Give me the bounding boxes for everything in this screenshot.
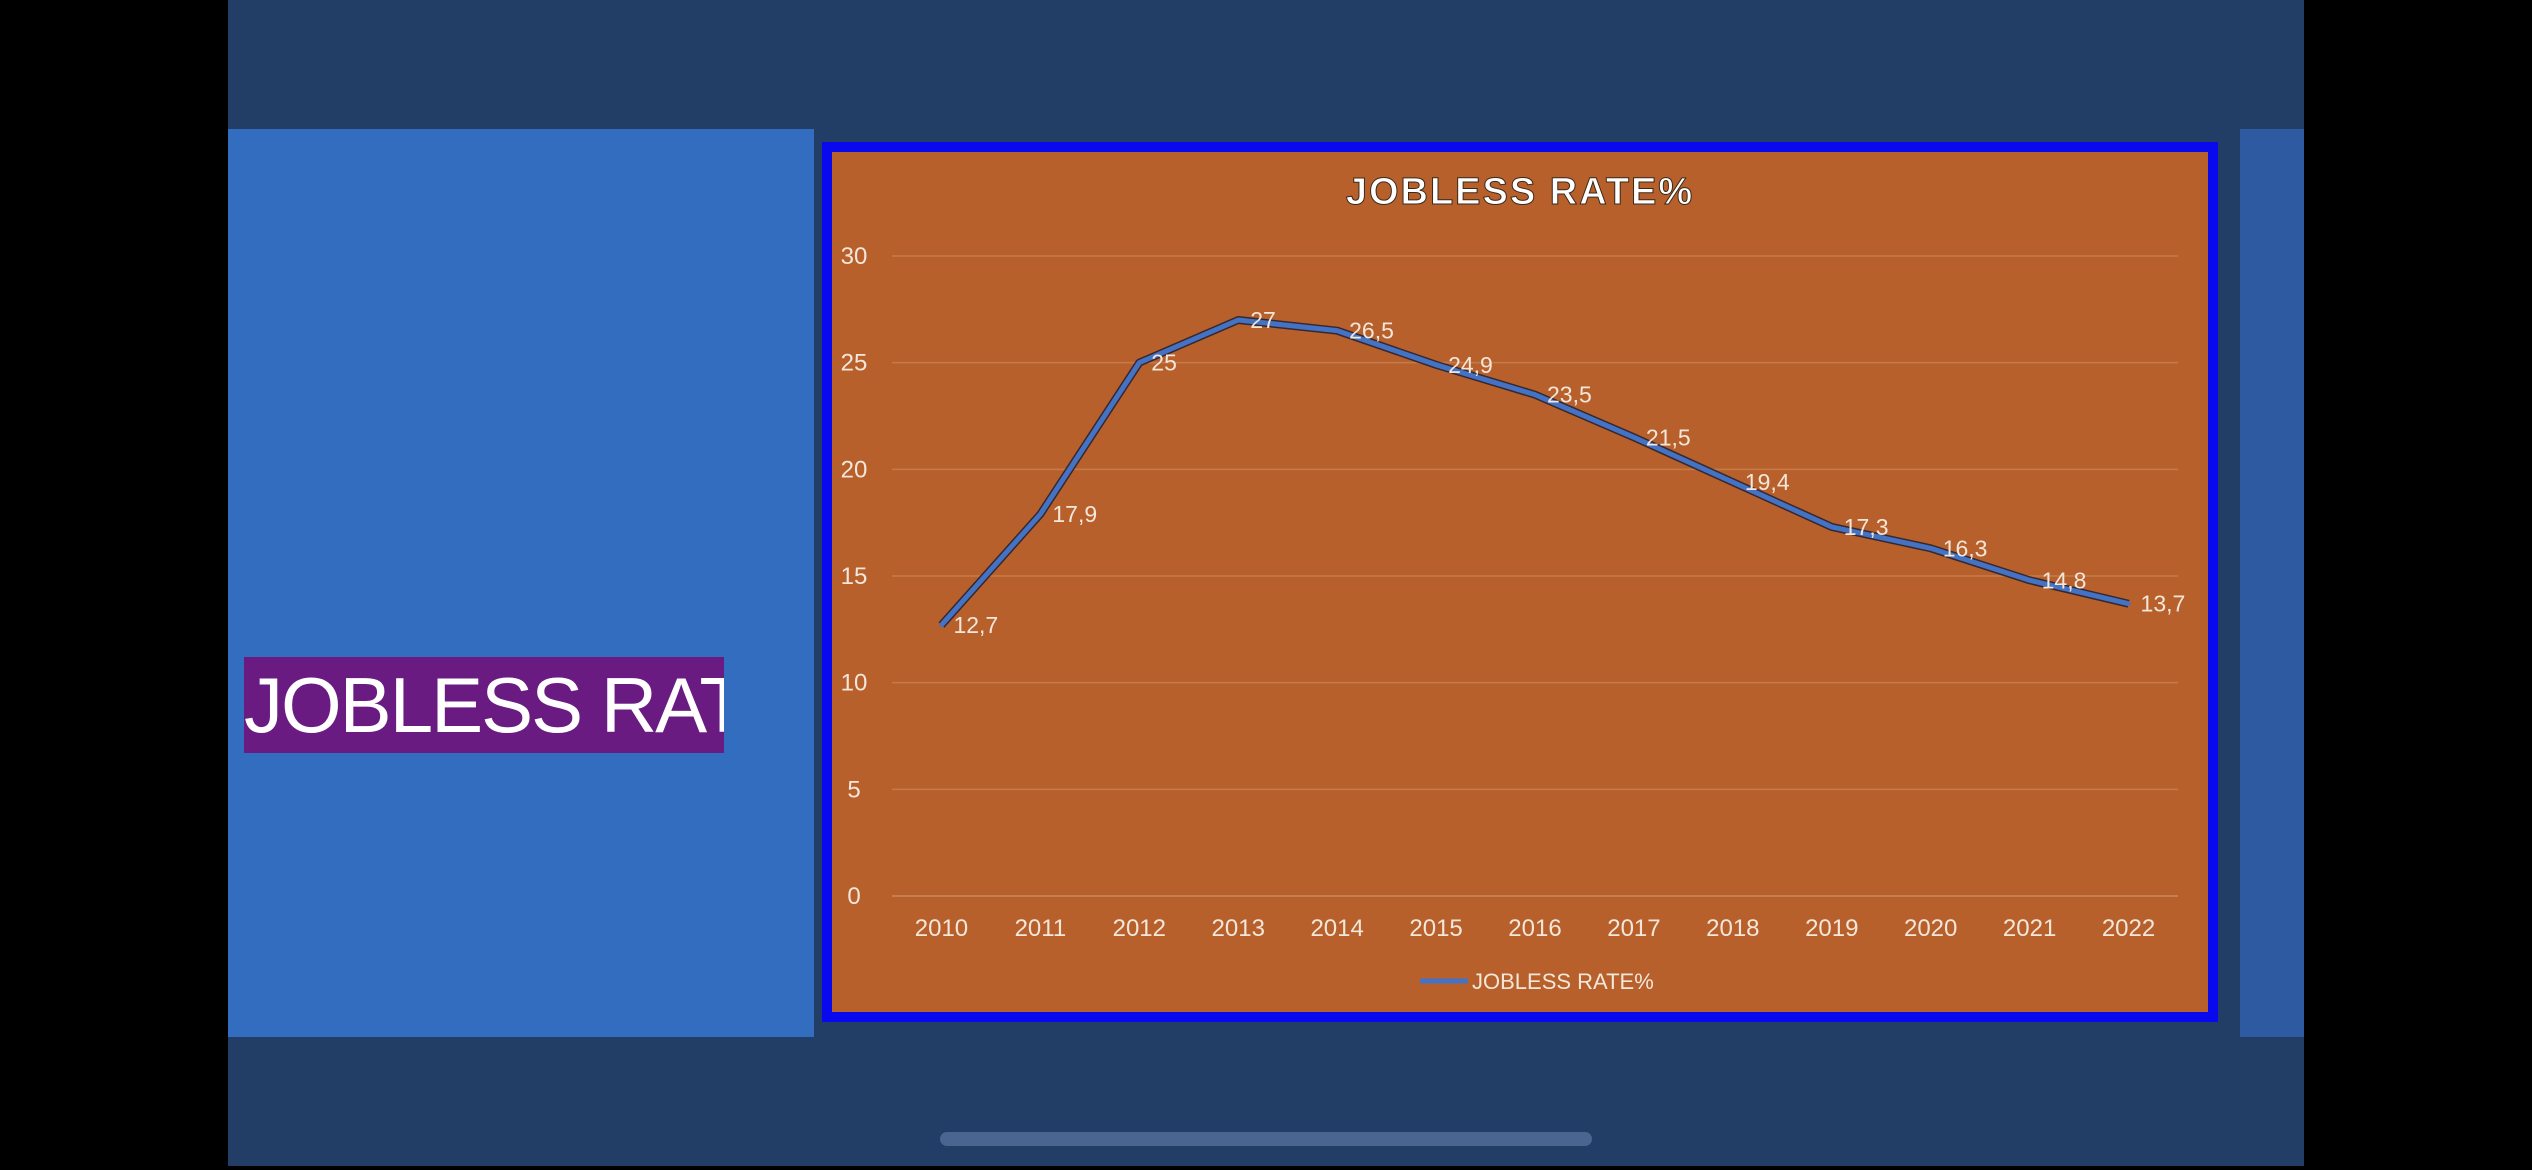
x-tick-label: 2017 (1607, 915, 1660, 942)
horizontal-scrollbar[interactable] (940, 1132, 1592, 1146)
data-point (1038, 512, 1043, 517)
x-tick-label: 2015 (1409, 915, 1462, 942)
data-point (1730, 480, 1735, 485)
series-line-shadow (938, 316, 2130, 628)
slide-title: JOBLESS RATE (244, 657, 724, 753)
data-point (1335, 328, 1340, 333)
data-point (2027, 578, 2032, 583)
y-axis-ticks: 0 5 10 15 20 25 30 (841, 243, 868, 910)
x-tick-label: 2021 (2003, 915, 2056, 942)
data-label: 26,5 (1349, 318, 1394, 344)
data-label: 13,7 (2141, 591, 2186, 617)
y-tick-label: 0 (847, 883, 860, 910)
series-line-layer (938, 316, 2131, 628)
data-label: 16,3 (1943, 535, 1988, 561)
data-point (2126, 601, 2131, 606)
data-point (1631, 435, 1636, 440)
chart-frame[interactable]: JOBLESS RATE% 0 5 10 15 20 25 30 2010 2011 2012 2… (822, 142, 2218, 1022)
x-tick-label: 2020 (1904, 915, 1957, 942)
x-tick-label: 2013 (1212, 915, 1265, 942)
data-label: 14,8 (2042, 567, 2087, 593)
next-slide-preview[interactable] (2240, 129, 2304, 1037)
data-label: 24,9 (1448, 352, 1493, 378)
x-tick-label: 2011 (1015, 915, 1067, 942)
data-point (1533, 392, 1537, 397)
data-label: 19,4 (1745, 469, 1790, 495)
left-panel: JOBLESS RATE (228, 129, 814, 1037)
y-tick-label: 30 (841, 243, 868, 270)
data-point (1137, 360, 1142, 365)
data-label: 23,5 (1547, 382, 1592, 408)
x-tick-label: 2022 (2102, 915, 2155, 942)
legend[interactable]: JOBLESS RATE% (1420, 969, 1654, 994)
legend-label: JOBLESS RATE% (1472, 969, 1654, 994)
data-label: 25 (1151, 350, 1177, 376)
chart-title: JOBLESS RATE% (1346, 171, 1694, 213)
x-tick-label: 2010 (915, 915, 968, 942)
x-tick-label: 2019 (1805, 915, 1858, 942)
chart-area: JOBLESS RATE% 0 5 10 15 20 25 30 2010 2011 2012 2… (832, 152, 2208, 1012)
data-point (1236, 318, 1241, 322)
y-tick-label: 15 (841, 563, 868, 590)
y-tick-label: 5 (847, 776, 860, 803)
data-point (1928, 546, 1933, 551)
data-label: 21,5 (1646, 424, 1691, 450)
y-tick-label: 25 (841, 350, 868, 377)
data-point (1829, 524, 1834, 529)
data-label: 17,3 (1844, 514, 1889, 540)
data-point (1434, 362, 1439, 367)
data-label: 27 (1250, 307, 1276, 333)
data-labels: 12,7 17,9 25 27 26,5 24,9 23,5 21,5 19,4 17,3 16,3… (953, 307, 2185, 638)
y-tick-label: 10 (841, 670, 868, 697)
x-tick-label: 2012 (1113, 915, 1166, 942)
series-line (939, 317, 2130, 627)
data-label: 12,7 (953, 612, 998, 638)
data-point (939, 623, 944, 628)
presentation-viewer: JOBLESS RATE JOBLESS RATE% 051015202530 … (228, 0, 2304, 1166)
gridlines (892, 255, 2178, 897)
x-axis-ticks: 2010 2011 2012 2013 2014 2015 2016 2017 2018 2019… (915, 915, 2155, 942)
x-tick-label: 2016 (1508, 915, 1561, 942)
data-label: 17,9 (1052, 501, 1097, 527)
x-tick-label: 2018 (1706, 915, 1759, 942)
y-tick-label: 20 (841, 456, 868, 483)
x-tick-label: 2014 (1310, 915, 1363, 942)
